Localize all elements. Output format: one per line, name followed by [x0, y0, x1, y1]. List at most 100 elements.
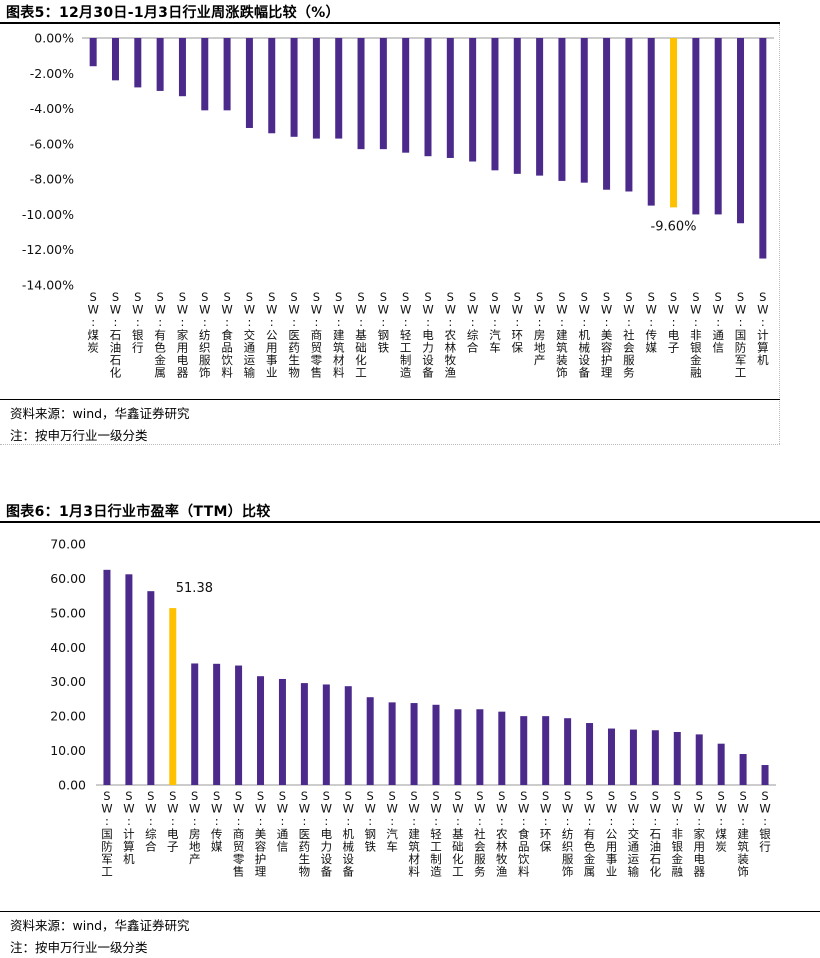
chart1-x-label: S W:商贸零售	[311, 290, 323, 380]
chart2-x-label: S W:交通运输	[628, 789, 640, 879]
chart1-x-label: S W:石油石化	[110, 290, 122, 380]
chart2-bar	[717, 743, 725, 785]
chart2-bar	[432, 704, 440, 785]
chart1-title: 图表5：12月30日-1月3日行业周涨跌幅比较（%）	[6, 5, 340, 21]
chart2-x-label: S W:美容护理	[255, 789, 267, 879]
chart2-y-tick: 10.00	[50, 743, 86, 758]
chart1-bar	[312, 38, 320, 139]
chart1-bar	[223, 38, 231, 111]
chart2-bar	[147, 591, 155, 785]
chart1-bar	[290, 38, 298, 137]
chart1-y-tick: -10.00%	[22, 207, 74, 222]
chart1-y-tick: -12.00%	[22, 242, 74, 257]
chart1-x-label: S W:社会服务	[623, 290, 635, 380]
chart1-bar	[737, 38, 745, 224]
chart2-x-label: S W:建筑装饰	[737, 789, 749, 879]
chart2-y-tick: 30.00	[50, 674, 86, 689]
chart1-x-label: S W:美容护理	[601, 290, 613, 380]
chart2-x-label: S W:商贸零售	[233, 789, 245, 879]
chart1-x-label: S W:国防军工	[735, 290, 747, 380]
chart1-bar	[424, 38, 432, 157]
chart1-bar	[335, 38, 343, 139]
chart1-bar	[759, 38, 767, 259]
chart1-bar	[536, 38, 544, 176]
chart1-bar	[156, 38, 164, 91]
chart1-x-label: S W:通信	[712, 290, 724, 354]
chart2-bar	[125, 574, 133, 785]
chart1-bar	[268, 38, 276, 134]
chart1-x-label: S W:电子	[668, 290, 680, 354]
chart2-x-label: S W:建筑材料	[408, 789, 420, 879]
chart2-bar	[761, 765, 769, 785]
chart1-x-label: S W:轻工制造	[400, 290, 412, 380]
chart1-bar	[714, 38, 722, 215]
chart2-title: 图表6：1月3日行业市盈率（TTM）比较	[6, 504, 271, 520]
chart2-bar	[235, 665, 243, 785]
chart2-x-label: S W:农林牧渔	[496, 789, 508, 879]
chart1-bar	[446, 38, 454, 158]
chart2-x-label: S W:国防军工	[101, 789, 113, 879]
chart2-bar	[651, 730, 659, 785]
chart1-x-label: S W:非银金融	[690, 290, 702, 380]
chart2-x-label: S W:钢铁	[364, 789, 376, 853]
chart2-x-label: S W:综合	[145, 789, 157, 853]
chart1-x-label: S W:银行	[132, 290, 144, 354]
chart1-x-label: S W:医药生物	[288, 290, 300, 380]
chart1-bottom-border	[0, 444, 780, 445]
chart1-x-label: S W:建筑材料	[333, 290, 345, 380]
chart1-bar	[670, 38, 678, 208]
chart2-bar	[673, 731, 681, 785]
chart1-x-label: S W:建筑装饰	[556, 290, 568, 380]
chart1-x-label: S W:公用事业	[266, 290, 278, 380]
chart2-bottom-rule	[0, 911, 820, 912]
chart1-x-label: S W:房地产	[534, 290, 546, 367]
chart1-bar	[647, 38, 655, 206]
chart2-bar	[607, 728, 615, 785]
chart1-x-label: S W:家用电器	[177, 290, 189, 380]
chart1-y-tick: -6.00%	[30, 136, 74, 151]
chart2-bar	[213, 663, 221, 785]
chart1-y-tick: -8.00%	[30, 172, 74, 187]
chart2-x-label: S W:家用电器	[693, 789, 705, 879]
chart1-x-label: S W:计算机	[757, 290, 769, 367]
chart2-x-label: S W:轻工制造	[430, 789, 442, 879]
chart1-top-rule	[0, 22, 780, 24]
chart2-bar	[191, 663, 199, 785]
chart1-x-label: S W:农林牧渔	[445, 290, 457, 380]
chart2-bar	[388, 702, 396, 785]
chart1-x-label: S W:食品饮料	[221, 290, 233, 380]
chart2-bar	[695, 734, 703, 785]
chart2-x-label: S W:传媒	[211, 789, 223, 853]
chart2-note: 注：按申万行业一级分类	[10, 940, 148, 955]
chart2-x-label: S W:社会服务	[474, 789, 486, 879]
chart2-x-label: S W:汽车	[386, 789, 398, 853]
chart2-bar	[476, 709, 484, 785]
chart2-x-label: S W:煤炭	[715, 789, 727, 853]
chart1-note: 注：按申万行业一级分类	[10, 428, 148, 443]
chart1-x-label: S W:电力设备	[422, 290, 434, 380]
chart2-bar	[366, 697, 374, 785]
chart2-y-tick: 70.00	[50, 537, 86, 552]
chart2-bar	[520, 716, 528, 785]
chart1-bar	[625, 38, 633, 192]
chart1-bar	[402, 38, 410, 153]
chart2-bar	[586, 723, 594, 785]
chart1-x-label: S W:纺织服饰	[199, 290, 211, 380]
chart1-source: 资料来源：wind，华鑫证券研究	[10, 406, 190, 421]
chart1-bar	[513, 38, 521, 174]
chart2-y-tick: 40.00	[50, 640, 86, 655]
chart2-x-label: S W:机械设备	[343, 789, 355, 879]
chart2-bar	[410, 703, 418, 785]
chart2-bar	[629, 729, 637, 785]
chart2-bar	[278, 678, 286, 785]
chart1-y-tick: -4.00%	[30, 101, 74, 116]
chart1-plot: 0.00% -2.00% -4.00% -6.00% -8.00% -10.00% -12.…	[22, 31, 774, 380]
chart2-x-label: S W:电子	[167, 789, 179, 853]
chart2-x-label: S W:有色金属	[584, 789, 596, 879]
chart2-bar	[322, 684, 330, 785]
chart2-x-label: S W:计算机	[123, 789, 135, 866]
chart2-data-label: 51.38	[176, 581, 213, 596]
chart2-x-label: S W:非银金融	[672, 789, 684, 879]
chart2-bar	[103, 569, 111, 785]
chart1-bar	[245, 38, 253, 128]
